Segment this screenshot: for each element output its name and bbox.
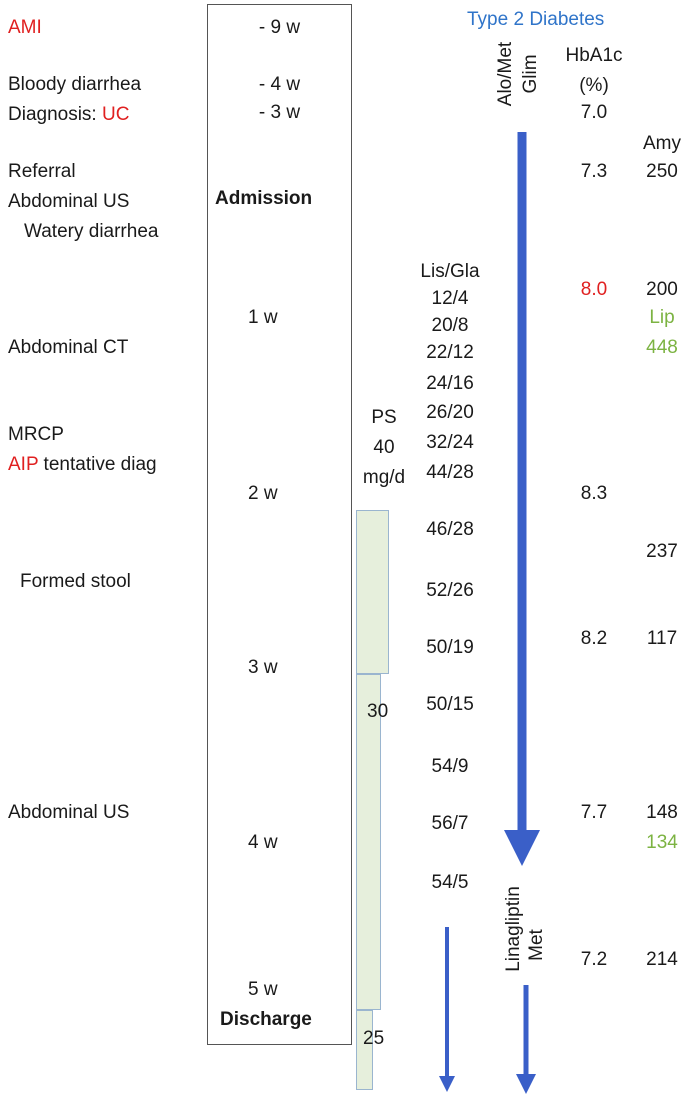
hba1c-value: 7.7 <box>580 802 608 823</box>
ps-bar-40mg <box>356 510 389 674</box>
event-bloody-diarrhea: Bloody diarrhea <box>8 74 142 95</box>
lis-gla-value: 50/15 <box>426 694 474 715</box>
event-abdominal-ct: Abdominal CT <box>8 337 129 358</box>
week-1: 1 w <box>248 307 278 328</box>
hba1c-unit: (%) <box>579 75 609 96</box>
discharge-label: Discharge <box>220 1009 312 1030</box>
lis-gla-value: 22/12 <box>426 342 474 363</box>
week-3: 3 w <box>248 657 278 678</box>
aip-label: AIP <box>8 454 39 475</box>
amy-value: 117 <box>646 628 678 649</box>
lis-gla-value: 54/5 <box>431 872 469 893</box>
lis-gla-value: 32/24 <box>426 432 474 453</box>
lis-gla-value: 20/8 <box>431 315 469 336</box>
amy-value: 237 <box>646 541 678 562</box>
admission-label: Admission <box>215 188 313 209</box>
event-referral: Referral <box>8 161 76 182</box>
event-diagnosis: Diagnosis: UC <box>8 104 129 126</box>
lip-header: Lip <box>649 307 675 328</box>
event-aip: AIP tentative diag <box>8 454 157 476</box>
event-abdominal-us-2: Abdominal US <box>8 802 130 823</box>
hba1c-value: 8.2 <box>580 628 608 649</box>
hba1c-value: 7.0 <box>580 102 608 123</box>
lis-gla-value: 12/4 <box>431 288 469 309</box>
diagnosis-uc: UC <box>102 104 130 125</box>
amy-value: 200 <box>646 279 678 300</box>
lis-gla-value: 24/16 <box>426 373 474 394</box>
lis-gla-value: 50/19 <box>426 637 474 658</box>
hba1c-value: 7.3 <box>580 161 608 182</box>
lis-gla-value: 54/9 <box>431 756 469 777</box>
event-formed-stool: Formed stool <box>20 571 131 592</box>
week-minus4: - 4 w <box>258 74 301 95</box>
ps-bar-25mg <box>356 1010 373 1090</box>
week-4: 4 w <box>248 832 278 853</box>
aip-rest: tentative diag <box>38 454 157 475</box>
ps-bar-30mg <box>356 674 381 1010</box>
diabetes-title: Type 2 Diabetes <box>467 9 605 30</box>
amy-header: Amy <box>643 133 681 154</box>
lis-gla-value: 46/28 <box>426 519 474 540</box>
hba1c-value: 7.2 <box>580 949 608 970</box>
event-mrcp: MRCP <box>8 424 64 445</box>
lis-gla-header: Lis/Gla <box>420 261 480 282</box>
lis-gla-value: 26/20 <box>426 402 474 423</box>
lip-value: 448 <box>646 337 678 358</box>
amy-value: 214 <box>646 949 678 970</box>
week-minus3: - 3 w <box>258 102 301 123</box>
lip-value: 134 <box>646 832 678 853</box>
event-watery-diarrhea: Watery diarrhea <box>24 221 159 242</box>
week-5: 5 w <box>248 979 278 1000</box>
event-abdominal-us-1: Abdominal US <box>8 191 130 212</box>
week-minus9: - 9 w <box>258 17 301 38</box>
ps-label: PS <box>371 407 397 428</box>
timeline-box <box>207 4 352 1045</box>
hba1c-header: HbA1c <box>565 45 623 66</box>
ps-dose-30: 30 <box>367 701 389 722</box>
lis-gla-value: 44/28 <box>426 462 474 483</box>
lis-gla-value: 56/7 <box>431 813 469 834</box>
event-ami: AMI <box>8 17 42 38</box>
lis-gla-value: 52/26 <box>426 580 474 601</box>
ps-unit: mg/d <box>362 467 406 488</box>
hba1c-value: 8.3 <box>580 483 608 504</box>
amy-value: 148 <box>646 802 678 823</box>
amy-value: 250 <box>646 161 678 182</box>
hba1c-value-high: 8.0 <box>580 279 608 300</box>
week-2: 2 w <box>248 483 278 504</box>
ps-dose-40: 40 <box>373 437 395 458</box>
diagnosis-prefix: Diagnosis: <box>8 104 102 125</box>
ps-dose-25: 25 <box>363 1028 385 1049</box>
